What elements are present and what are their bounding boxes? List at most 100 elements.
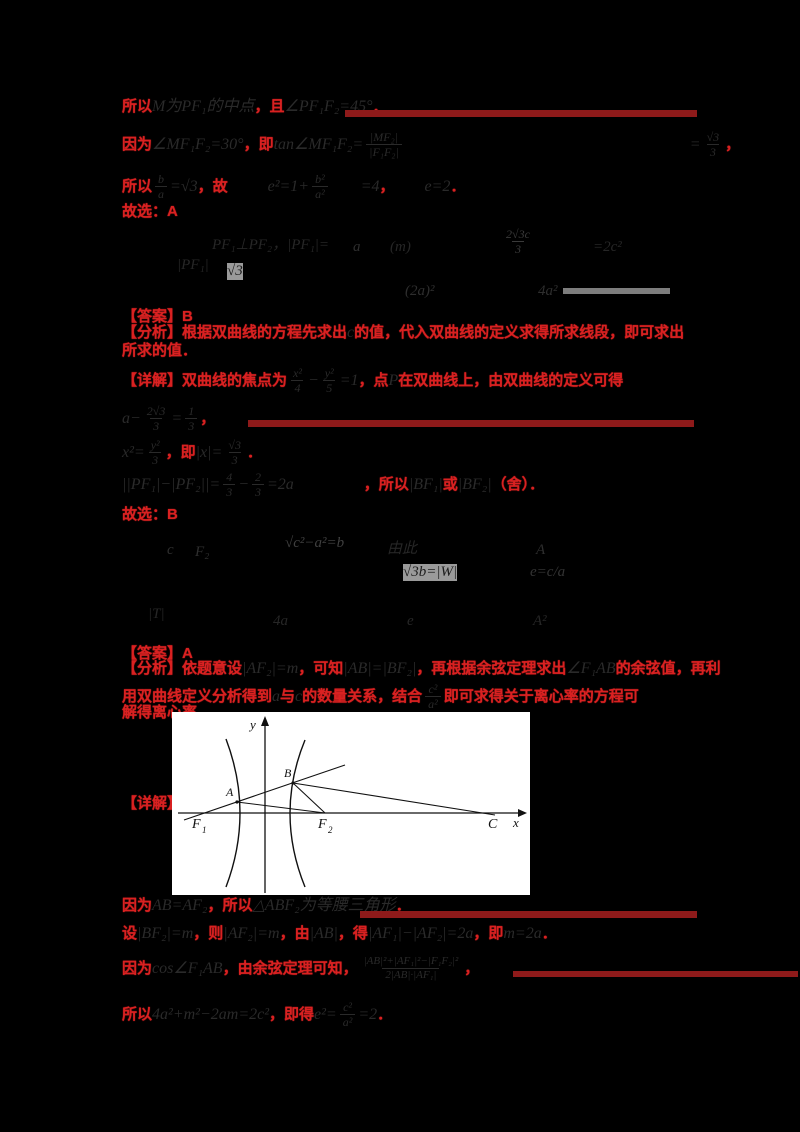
- math-text-run: m=2a: [503, 925, 542, 942]
- red-annotation-run: 【分析】根据双曲线的方程先求出: [122, 324, 348, 342]
- hyperbola-left-branch: [225, 738, 241, 888]
- red-annotation-run: ，: [379, 177, 395, 195]
- fraction-numerator: c²: [428, 682, 438, 696]
- math-text-run: |AB|: [309, 925, 338, 942]
- fraction-numerator: 2√3c: [506, 227, 530, 241]
- red-annotation-run: 【分析】依题意设: [122, 660, 243, 678]
- red-annotation-run: （舍）．: [491, 475, 545, 493]
- math-text-run: ∠MF₁F₂=30°: [152, 135, 244, 153]
- math-text-run: =: [171, 409, 183, 427]
- text-line: 因为 cos∠F₁AB ，由余弦定理可知， |AB|²+|AF₁|²−|F₁F₂|² 2…: [122, 955, 479, 982]
- focus1-label: F: [191, 817, 201, 832]
- math-text-run: AB=AF₂: [152, 897, 208, 914]
- math-text-run: =2a: [267, 475, 294, 493]
- math-text-run: ∠F₁AB: [566, 660, 616, 677]
- point-a-label: A: [225, 785, 234, 799]
- math-text-run: −: [238, 475, 249, 493]
- math-text-run: |AF₁|−|AF₂|=2a: [367, 925, 474, 942]
- red-annotation-run: ，且: [254, 98, 285, 116]
- red-annotation-run: 的值，代入双曲线的定义求得所求线段，即可求出: [354, 324, 685, 342]
- math-text-run: tan∠MF₁F₂=: [273, 135, 364, 153]
- text-line: 【详解】: [122, 795, 182, 812]
- red-annotation-run: 所以: [122, 1005, 153, 1023]
- text-line: 因为 AB=AF₂ ，所以 △ABF₂为等腰三角形．: [122, 897, 411, 915]
- fraction-numerator: √3: [228, 438, 241, 452]
- x-axis-label: x: [512, 815, 519, 830]
- math-text-run: |AB|=|BF₂|: [343, 660, 417, 677]
- red-annotation-run: ．: [395, 897, 411, 915]
- text-line: 【答案】A: [122, 645, 193, 662]
- text-line: 设 |BF₂|=m ，则 |AF₂|=m ，由 |AB| ，得 |AF₁|−|AF₂|=2a，…: [122, 925, 557, 943]
- math-text-run: =2: [358, 1005, 378, 1023]
- math-fragment: (2a)²: [405, 283, 435, 299]
- red-annotation-run: ，即: [243, 135, 274, 153]
- text-line: 所求的值．: [122, 342, 197, 359]
- math-fragment: 4a: [273, 613, 288, 629]
- red-annotation-run: 设: [122, 925, 138, 943]
- math-text-run: −: [307, 371, 319, 389]
- fraction: y² 3: [148, 438, 163, 467]
- red-annotation-run: 的数量关系，结合: [302, 687, 423, 705]
- red-annotation-run: ，故: [197, 177, 228, 195]
- red-annotation-run: ，: [464, 959, 480, 977]
- fraction-numerator: b²: [315, 172, 325, 186]
- fraction-numerator: 4: [226, 470, 233, 484]
- math-fragment: √3b=|W|: [403, 564, 458, 581]
- red-annotation-run: ，可知: [298, 660, 344, 678]
- fraction: |MF₂| |F₁F₂|: [366, 130, 402, 159]
- math-fragment: A²: [533, 613, 547, 629]
- fraction-denominator: 3: [706, 144, 719, 159]
- red-annotation-run: ，则: [193, 925, 224, 943]
- math-text-run: =4: [360, 177, 380, 195]
- red-annotation-run: 因为: [122, 135, 153, 153]
- red-annotation-run: 所以: [122, 98, 153, 116]
- math-fragment: e: [407, 613, 414, 629]
- fraction-numerator: |MF₂|: [369, 130, 399, 144]
- underline-bar: [360, 911, 697, 918]
- underline-bar: [345, 110, 697, 117]
- underline-bar: [513, 971, 798, 977]
- math-fragment: a: [353, 239, 361, 255]
- underline-bar: [563, 288, 670, 294]
- math-text-run: |BF₁|: [408, 475, 443, 493]
- math-text-run: |BF₂|: [457, 475, 492, 493]
- y-axis-label: y: [248, 717, 256, 732]
- math-fragment: PF₁⊥PF₂，|PF₁|=: [212, 237, 330, 253]
- fraction-denominator: 3: [150, 418, 163, 433]
- math-text-run: cos∠F₁AB: [152, 959, 223, 977]
- fraction-numerator: c²: [343, 1000, 352, 1014]
- fraction-numerator: √3: [706, 130, 720, 144]
- math-fragment: √3: [227, 263, 243, 280]
- math-text-run: c: [347, 324, 355, 341]
- fraction: x² 4: [290, 366, 305, 395]
- fraction-denominator: 3: [185, 418, 198, 433]
- fraction-denominator: |F₁F₂|: [366, 144, 402, 159]
- red-annotation-run: ，点: [358, 371, 389, 389]
- hyperbola-figure: y x A B F 1 F 2 C: [172, 712, 530, 895]
- fraction-denominator: a²: [312, 186, 328, 201]
- red-annotation-run: 或: [442, 475, 458, 493]
- text-line: 所以 b a =√3 ，故 e²=1+ b² a² =4， e=2 ．: [122, 172, 465, 201]
- math-text-run: e²=1+: [267, 177, 310, 195]
- text-line: 【分析】根据双曲线的方程先求出 c 的值，代入双曲线的定义求得所求线段，即可求出: [122, 324, 684, 342]
- fraction-numerator: y²: [150, 438, 160, 452]
- fraction-numerator: x²: [293, 366, 302, 380]
- fraction-denominator: 3: [149, 452, 162, 467]
- math-fragment: (m): [390, 239, 411, 255]
- fraction: y² 5: [322, 366, 337, 395]
- x-axis-arrow-icon: [518, 809, 527, 817]
- fraction: √3 3: [704, 130, 723, 159]
- math-text-run: |AF₂|=m: [223, 925, 280, 942]
- fraction-denominator: a: [155, 186, 168, 201]
- focus1-subscript: 1: [202, 825, 207, 835]
- math-text-run: |BF₂|=m: [137, 925, 194, 942]
- math-text-run: =1: [339, 371, 359, 389]
- fraction: |AB|²+|AF₁|²−|F₁F₂|² 2|AB|·|AF₁|: [361, 955, 462, 982]
- math-text-run: △ABF₂为等腰三角形: [252, 897, 396, 914]
- math-fragment: √c²−a²=b: [285, 535, 345, 551]
- red-annotation-run: ，得: [337, 925, 368, 943]
- math-fragment: =2c²: [593, 239, 622, 255]
- fraction: 2√3c 3: [503, 227, 533, 256]
